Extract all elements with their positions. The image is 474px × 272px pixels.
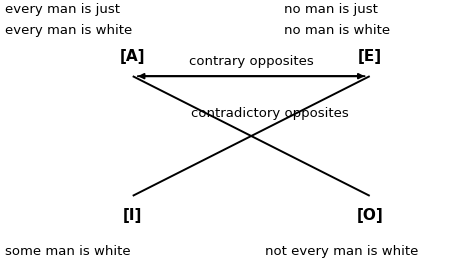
Text: not every man is white: not every man is white [265,245,419,258]
Text: no man is white: no man is white [284,24,391,38]
Text: [O]: [O] [356,208,383,223]
Text: contradictory opposites: contradictory opposites [191,107,349,120]
Text: contrary opposites: contrary opposites [189,55,314,68]
Text: [A]: [A] [120,49,146,64]
Text: every man is white: every man is white [5,24,132,38]
Text: no man is just: no man is just [284,3,378,16]
Text: [E]: [E] [358,49,382,64]
Text: every man is just: every man is just [5,3,120,16]
Text: some man is white: some man is white [5,245,130,258]
Text: [I]: [I] [123,208,142,223]
